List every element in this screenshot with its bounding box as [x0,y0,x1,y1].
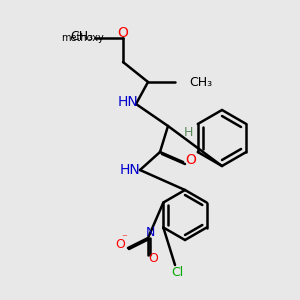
Text: HN: HN [118,95,138,109]
Text: O: O [186,153,196,167]
Text: CH₃: CH₃ [70,31,93,44]
Text: O: O [148,251,158,265]
Text: H: H [183,127,193,140]
Text: Cl: Cl [171,266,183,280]
Text: O: O [118,26,128,40]
Text: methoxy: methoxy [61,33,104,43]
Text: HN: HN [120,163,140,177]
Text: O: O [115,238,125,251]
Text: ⁻: ⁻ [121,233,127,243]
Text: N: N [145,226,155,239]
Text: CH₃: CH₃ [189,76,212,88]
